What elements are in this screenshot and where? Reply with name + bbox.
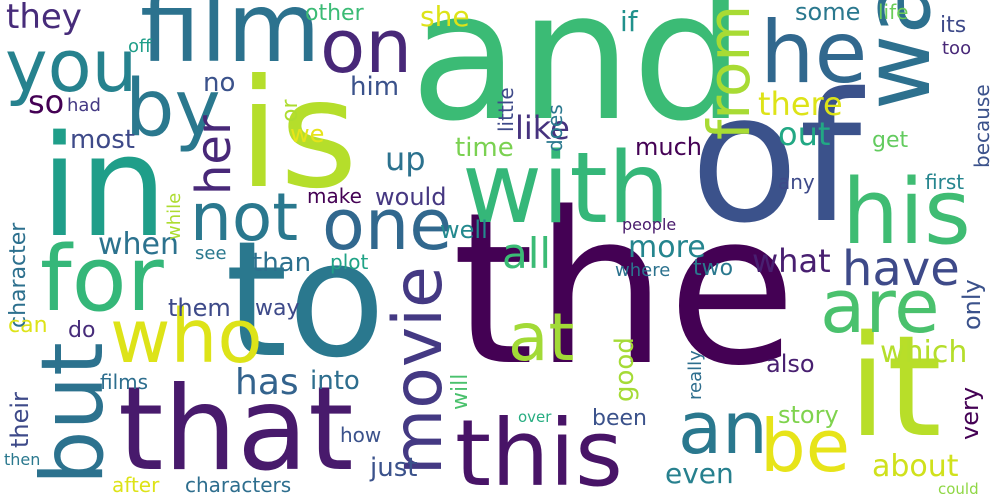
word-very: very [956,386,984,440]
word-have: have [842,241,960,297]
word-and: and [410,0,745,160]
word-an: an [678,386,768,470]
word-most: most [70,125,135,155]
word-so: so [28,83,65,121]
word-movie: movie [379,266,458,475]
word-little: little [494,87,518,132]
word-does: does [543,104,567,152]
word-but: but [23,342,123,485]
word-where: where [615,260,671,281]
word-out: out [778,115,831,153]
word-not: not [190,179,299,256]
word-see: see [195,243,227,264]
word-can: can [8,313,48,338]
word-would: would [375,183,447,211]
word-even: even [665,457,734,490]
word-life: life [878,0,909,24]
word-their: their [6,392,34,448]
word-story: story [778,401,839,429]
word-first: first [925,170,965,194]
word-any: any [778,170,815,194]
word-them: them [168,294,231,322]
word-to: to [225,206,386,393]
word-there: there [758,85,843,123]
word-of: of [690,55,862,262]
word-just: just [370,453,418,483]
word-other: other [305,1,364,26]
word-after: after [112,473,160,497]
word-the: the [452,167,797,412]
word-good: good [610,337,640,402]
word-she: she [420,0,470,33]
word-that: that [118,362,354,497]
word-by: by [125,64,221,154]
word-its: its [940,13,967,38]
word-do: do [68,318,96,343]
word-time: time [455,133,514,163]
word-some: some [795,0,861,26]
word-one: one [322,184,453,266]
word-at: at [508,299,575,376]
word-what: what [752,242,831,280]
word-no: no [203,68,236,98]
word-get: get [872,128,909,153]
word-when: when [98,227,180,262]
word-really: really [685,350,706,400]
word-he: he [760,3,868,103]
word-off: off [128,36,152,57]
word-into: into [310,366,360,396]
word-this: this [455,400,623,500]
word-film: film [140,0,321,84]
word-are: are [820,264,940,350]
word-also: also [766,350,815,378]
word-be: be [760,404,850,488]
word-has: has [235,362,299,403]
word-people: people [622,215,677,234]
word-how: how [340,423,382,447]
word-will: will [448,373,473,410]
word-we: we [290,120,325,148]
word-then: then [4,450,41,469]
word-about: about [872,449,959,484]
word-only: only [958,279,986,330]
word-way: way [255,296,300,321]
word-well: well [440,216,488,244]
word-her: her [186,115,242,195]
word-which: which [880,335,968,370]
word-up: up [385,140,426,178]
word-because: because [970,84,994,168]
word-they: they [6,0,82,37]
word-characters: characters [185,473,292,497]
word-is: is [238,48,358,222]
word-his: his [842,160,971,265]
word-more: more [628,230,706,265]
word-like: like [515,109,570,147]
word-who: who [110,294,263,380]
word-in: in [40,106,168,269]
word-much: much [635,133,702,161]
word-from: from [695,5,763,140]
word-while: while [164,192,185,240]
word-for: for [40,227,164,332]
word-over: over [518,408,552,426]
word-you: you [5,24,138,108]
word-two: two [693,256,734,281]
word-if: if [620,5,638,38]
word-too: too [942,38,972,59]
word-than: than [252,248,312,278]
word-or: or [278,99,303,122]
word-on: on [320,4,413,90]
word-with: with [462,132,670,246]
word-had: had [67,95,101,116]
word-all: all [502,229,552,278]
word-films: films [100,370,149,394]
word-been: been [592,406,647,431]
word-could: could [938,480,979,498]
word-plot: plot [330,250,369,274]
word-it: it [848,306,942,469]
word-make: make [307,184,362,208]
word-him: him [350,72,400,102]
